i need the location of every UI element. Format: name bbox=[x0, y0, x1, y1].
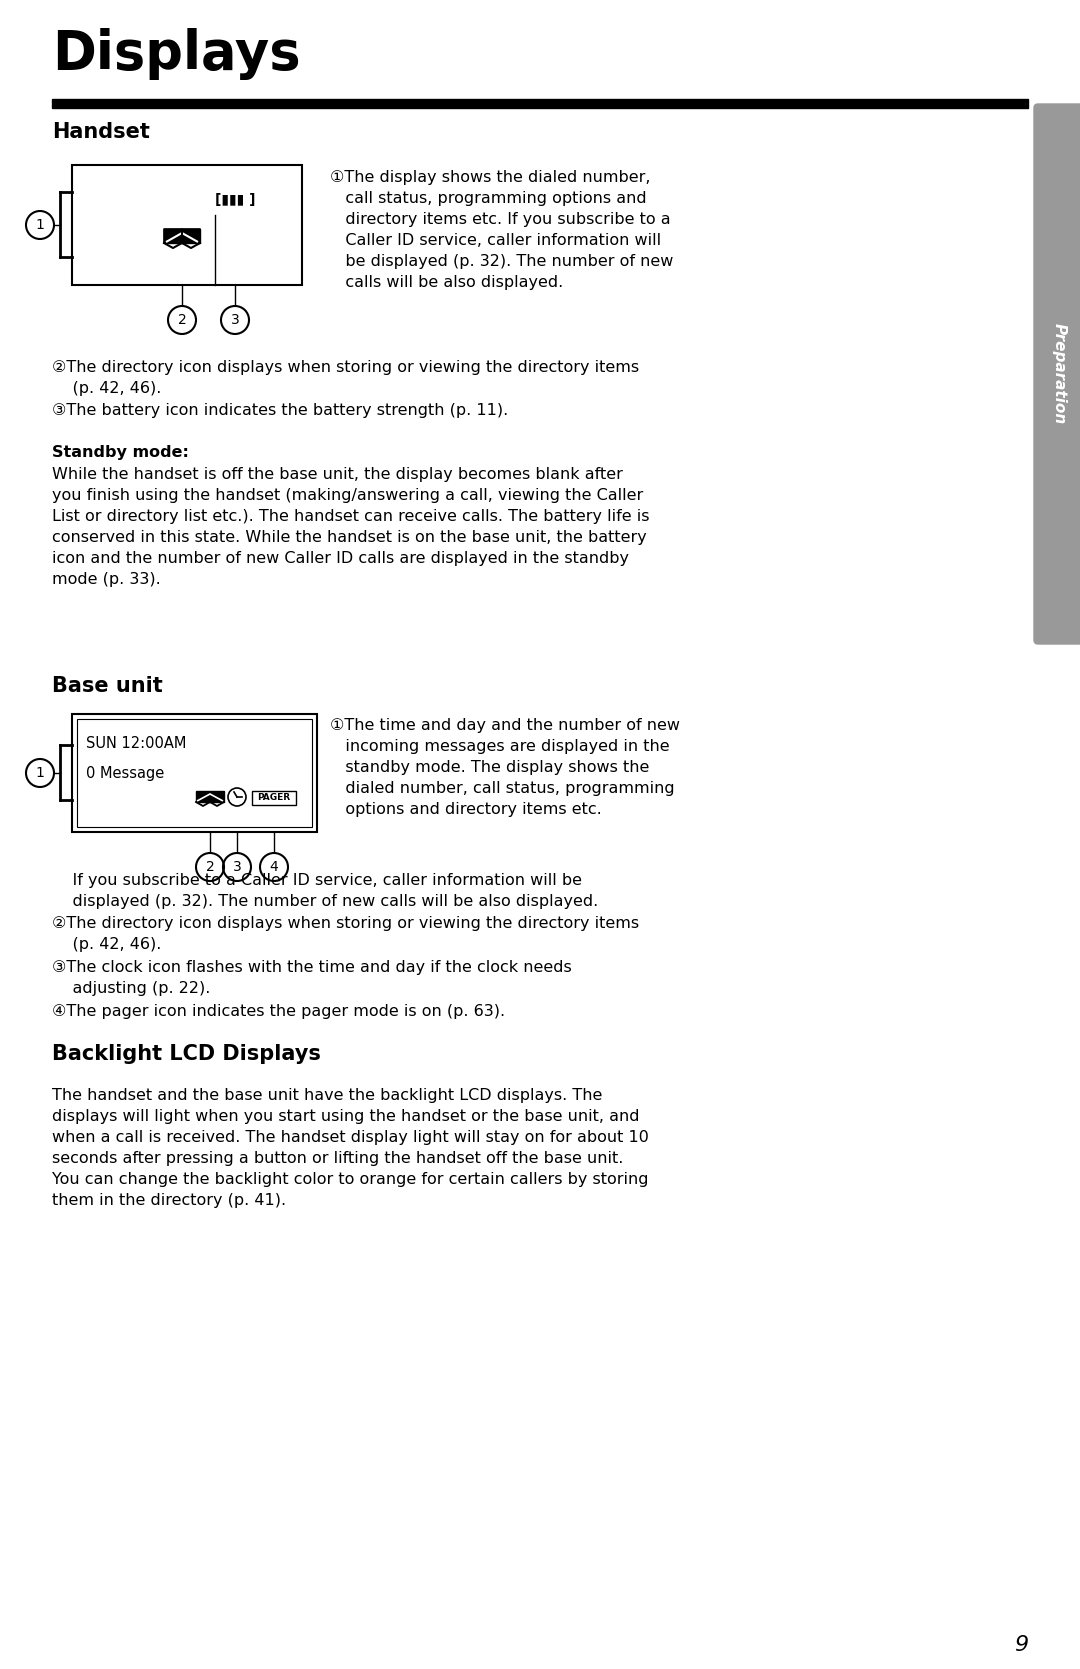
Text: 1: 1 bbox=[36, 766, 44, 779]
Text: If you subscribe to a Caller ID service, caller information will be
    displaye: If you subscribe to a Caller ID service,… bbox=[52, 873, 598, 910]
Text: Standby mode:: Standby mode: bbox=[52, 446, 189, 461]
Text: PAGER: PAGER bbox=[257, 793, 291, 803]
Text: 3: 3 bbox=[231, 314, 240, 327]
Polygon shape bbox=[210, 791, 224, 803]
Text: ①The time and day and the number of new: ①The time and day and the number of new bbox=[330, 718, 680, 733]
Bar bbox=[52, 98, 1028, 108]
Text: incoming messages are displayed in the: incoming messages are displayed in the bbox=[330, 739, 670, 754]
Text: call status, programming options and: call status, programming options and bbox=[330, 190, 647, 205]
Text: ①The display shows the dialed number,: ①The display shows the dialed number, bbox=[330, 170, 650, 185]
Text: ④The pager icon indicates the pager mode is on (p. 63).: ④The pager icon indicates the pager mode… bbox=[52, 1005, 505, 1020]
Text: Base unit: Base unit bbox=[52, 676, 163, 696]
Text: standby mode. The display shows the: standby mode. The display shows the bbox=[330, 759, 649, 774]
Bar bbox=[72, 165, 302, 285]
Text: Handset: Handset bbox=[52, 122, 150, 142]
Bar bbox=[252, 791, 296, 804]
Polygon shape bbox=[164, 229, 183, 244]
Text: 1: 1 bbox=[36, 219, 44, 232]
Bar bbox=[77, 719, 312, 828]
FancyBboxPatch shape bbox=[1034, 103, 1080, 644]
Text: Preparation: Preparation bbox=[1052, 324, 1067, 424]
Text: ②The directory icon displays when storing or viewing the directory items
    (p.: ②The directory icon displays when storin… bbox=[52, 361, 639, 396]
Text: dialed number, call status, programming: dialed number, call status, programming bbox=[330, 781, 675, 796]
Text: calls will be also displayed.: calls will be also displayed. bbox=[330, 275, 564, 290]
Text: While the handset is off the base unit, the display becomes blank after
you fini: While the handset is off the base unit, … bbox=[52, 467, 649, 587]
Polygon shape bbox=[183, 229, 200, 244]
Text: 9: 9 bbox=[1014, 1636, 1028, 1656]
Text: 0 Message: 0 Message bbox=[86, 766, 164, 781]
Text: SUN 12:00AM: SUN 12:00AM bbox=[86, 736, 187, 751]
Text: ②The directory icon displays when storing or viewing the directory items
    (p.: ②The directory icon displays when storin… bbox=[52, 916, 639, 951]
Text: Displays: Displays bbox=[52, 28, 300, 80]
Polygon shape bbox=[195, 791, 210, 803]
Text: 2: 2 bbox=[177, 314, 187, 327]
Text: ③The clock icon flashes with the time and day if the clock needs
    adjusting (: ③The clock icon flashes with the time an… bbox=[52, 960, 571, 996]
Text: be displayed (p. 32). The number of new: be displayed (p. 32). The number of new bbox=[330, 254, 673, 269]
Text: directory items etc. If you subscribe to a: directory items etc. If you subscribe to… bbox=[330, 212, 671, 227]
Bar bbox=[72, 714, 318, 833]
Text: ③The battery icon indicates the battery strength (p. 11).: ③The battery icon indicates the battery … bbox=[52, 402, 509, 417]
Text: The handset and the base unit have the backlight LCD displays. The
displays will: The handset and the base unit have the b… bbox=[52, 1088, 649, 1208]
Text: Backlight LCD Displays: Backlight LCD Displays bbox=[52, 1045, 321, 1065]
Text: Caller ID service, caller information will: Caller ID service, caller information wi… bbox=[330, 234, 661, 249]
Text: 2: 2 bbox=[205, 860, 214, 875]
Text: [▮▮▮ ]: [▮▮▮ ] bbox=[215, 194, 255, 207]
Text: 4: 4 bbox=[270, 860, 279, 875]
Text: 3: 3 bbox=[232, 860, 241, 875]
Text: options and directory items etc.: options and directory items etc. bbox=[330, 803, 602, 818]
